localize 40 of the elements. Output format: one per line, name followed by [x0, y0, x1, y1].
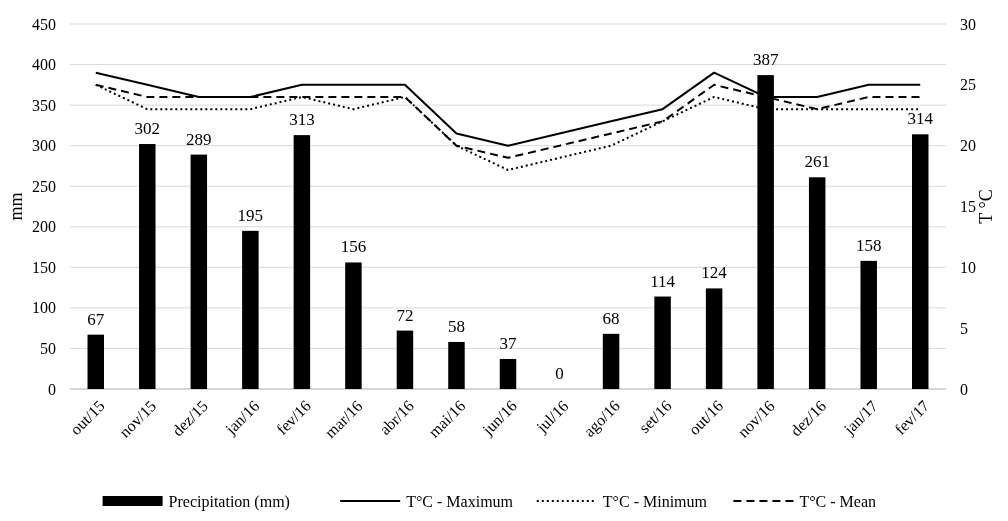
data-label: 387: [752, 50, 779, 70]
data-label: 0: [555, 364, 564, 383]
y2-tick-label: 20: [960, 137, 976, 155]
y-tick-label: 200: [32, 218, 56, 236]
y-tick-label: 450: [32, 15, 56, 33]
data-label: 58: [447, 316, 465, 336]
data-label: 302: [134, 119, 161, 139]
data-label: 156: [340, 237, 367, 257]
y2-tick-label: 5: [960, 319, 968, 337]
y-axis-title: mm: [6, 192, 26, 221]
data-label: 72: [396, 305, 414, 325]
y2-tick-label: 10: [960, 258, 976, 276]
y-tick-label: 0: [48, 380, 56, 398]
data-label: 68: [602, 308, 620, 328]
data-label: 124: [701, 263, 728, 283]
data-label: 289: [186, 129, 212, 149]
legend-label: T°C - Maximum: [406, 492, 514, 510]
y2-tick-label: 30: [960, 15, 976, 33]
y-tick-label: 300: [32, 137, 56, 155]
data-label: 114: [650, 271, 676, 291]
y2-axis-title: T °C: [976, 189, 996, 224]
legend-label: T°C - Minimum: [602, 492, 708, 510]
y-tick-label: 50: [40, 340, 56, 358]
data-label: 314: [907, 109, 934, 129]
y2-tick-label: 15: [960, 198, 976, 216]
data-label: 313: [289, 110, 315, 130]
y2-tick-label: 0: [960, 380, 968, 398]
data-label: 37: [499, 333, 517, 353]
y2-tick-label: 25: [960, 76, 976, 94]
data-label: 261: [804, 152, 830, 172]
y-tick-label: 400: [32, 56, 56, 74]
data-label: 67: [87, 309, 105, 329]
y-tick-label: 350: [32, 96, 56, 114]
y-tick-label: 250: [32, 177, 56, 195]
y-tick-label: 150: [32, 258, 56, 276]
y-tick-label: 100: [32, 299, 56, 317]
data-label: 195: [237, 205, 264, 225]
data-label: 158: [855, 235, 882, 255]
legend-label: Precipitation (mm): [168, 492, 290, 511]
legend-label: T°C - Mean: [799, 492, 877, 510]
